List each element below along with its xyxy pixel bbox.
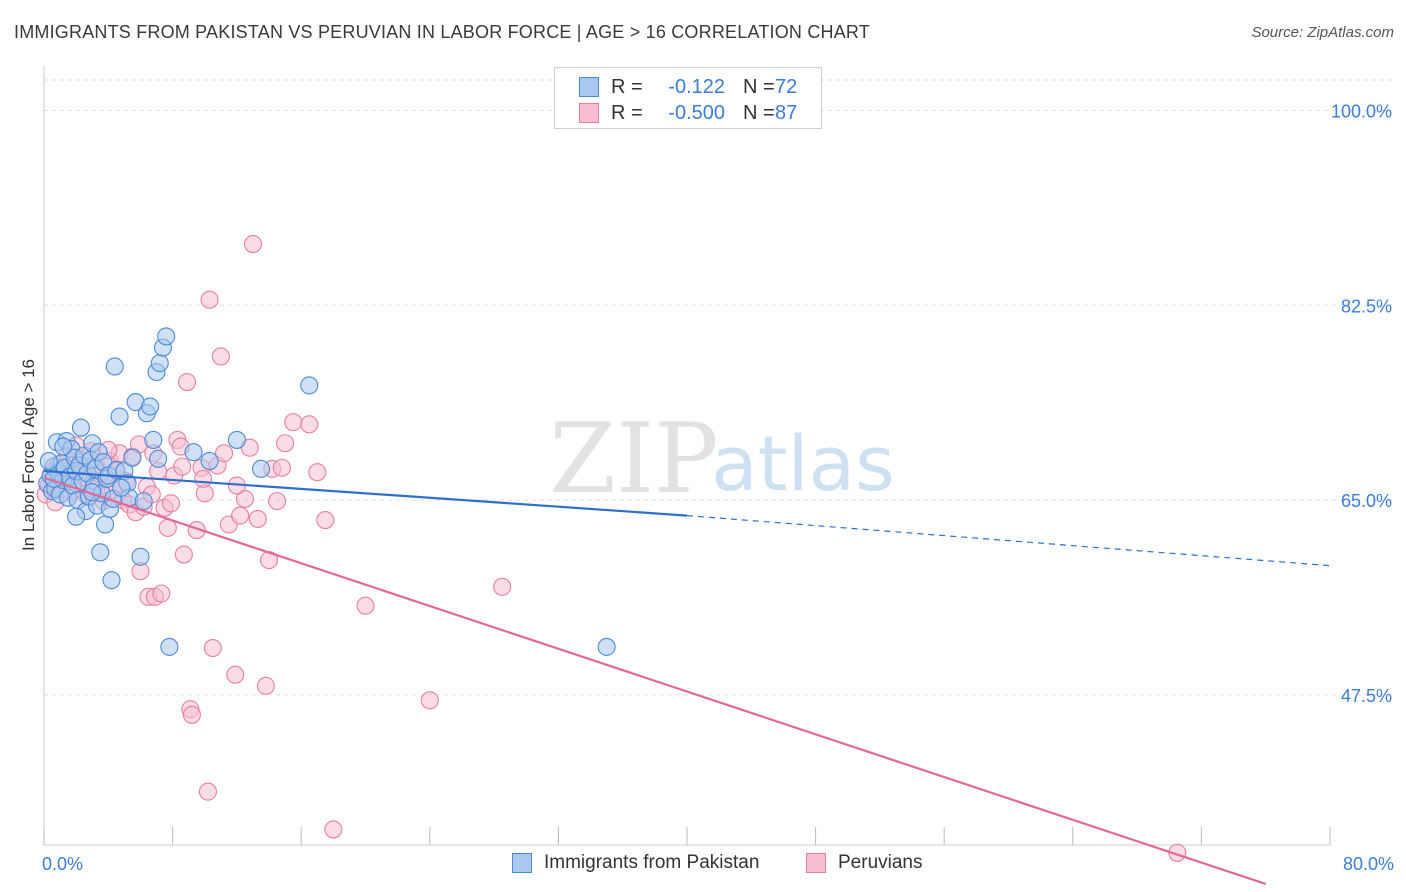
peruvian-point [356, 596, 375, 615]
peruvian-point [182, 705, 201, 724]
gridlines [44, 79, 1394, 696]
peruvian-point [194, 469, 213, 488]
pakistan-point [123, 448, 142, 467]
x-tick-label-min: 0.0% [42, 854, 83, 874]
pakistan-swatch [579, 77, 599, 97]
pakistan-r-value: -0.122 [668, 75, 725, 98]
legend-item-peruvian[interactable]: Peruvians [806, 852, 923, 874]
peruvian-point [214, 444, 234, 463]
pakistan-point [227, 430, 246, 449]
peruvian-point [226, 665, 245, 684]
peruvian-points [36, 235, 1187, 862]
peruvian-point [235, 489, 254, 508]
pakistan-point [184, 443, 203, 462]
peruvian-point [316, 510, 335, 530]
pakistan-n-value: 72 [775, 75, 798, 98]
peruvian-point [268, 492, 287, 511]
pakistan-trend-line [43, 469, 688, 517]
peruvian-point [198, 782, 218, 801]
watermark-zip: ZIP [549, 403, 718, 515]
peruvian-point [173, 457, 192, 476]
n-label: N = [743, 75, 775, 98]
pakistan-point [597, 637, 616, 656]
pakistan-legend-swatch [512, 853, 532, 873]
correlation-legend: R = -0.122 N = 72 R = -0.500 N = 87 [554, 67, 822, 129]
peruvian-point [308, 463, 327, 482]
pakistan-point [200, 452, 219, 471]
peruvian-point [300, 415, 319, 434]
peruvian-r-value: -0.500 [668, 101, 725, 124]
legend-row-pakistan: R = -0.122 N = 72 [579, 75, 797, 99]
peruvian-legend-label: Peruvians [838, 852, 923, 873]
chart-title: IMMIGRANTS FROM PAKISTAN VS PERUVIAN IN … [14, 22, 870, 42]
pakistan-point [251, 459, 271, 478]
trend-lines [43, 469, 1331, 885]
n-label: N = [743, 101, 775, 124]
watermark-atlas: atlas [711, 419, 895, 508]
pakistan-point [39, 452, 58, 471]
pakistan-point [112, 478, 131, 497]
y-axis-label: In Labor Force | Age > 16 [19, 359, 38, 551]
pakistan-point [144, 430, 163, 449]
peruvian-point [200, 290, 219, 309]
r-label: R = [611, 101, 643, 124]
legend-row-peruvian: R = -0.500 N = 87 [579, 101, 797, 125]
axes [43, 66, 1331, 846]
pakistan-point [149, 449, 168, 468]
peruvian-swatch [579, 103, 599, 123]
peruvian-point [276, 434, 295, 453]
y-tick-label: 82.5% [1341, 296, 1392, 316]
pakistan-point [102, 571, 121, 590]
pakistan-legend-label: Immigrants from Pakistan [544, 852, 760, 873]
peruvian-point [203, 638, 222, 658]
pakistan-point [134, 492, 153, 511]
peruvian-point [231, 506, 250, 525]
pakistan-point [300, 376, 319, 395]
pakistan-point [54, 437, 73, 456]
peruvian-point [174, 545, 193, 564]
tick-labels: 47.5% 65.0% 82.5% 100.0% 0.0% 80.0% [42, 102, 1394, 874]
peruvian-point [324, 820, 343, 839]
peruvian-legend-swatch [806, 853, 826, 873]
pakistan-points [38, 327, 616, 656]
peruvian-n-value: 87 [775, 101, 798, 124]
peruvian-point [248, 509, 267, 528]
source-label: Source: ZipAtlas.com [1251, 24, 1394, 41]
pakistan-point [141, 397, 160, 416]
pakistan-trend-extension [686, 514, 1331, 567]
pakistan-point [91, 543, 110, 562]
peruvian-point [256, 676, 275, 695]
peruvian-point [187, 521, 206, 540]
peruvian-point [493, 577, 512, 596]
pakistan-point [131, 547, 150, 566]
pakistan-point [96, 515, 115, 534]
peruvian-point [152, 584, 171, 603]
peruvian-point [161, 494, 181, 513]
peruvian-point [272, 458, 291, 477]
peruvian-trend-line [43, 476, 1267, 885]
pakistan-point [110, 407, 129, 426]
peruvian-point [243, 235, 263, 254]
peruvian-point [211, 347, 230, 366]
pakistan-point [150, 354, 169, 373]
peruvian-point [284, 413, 303, 432]
y-tick-label: 65.0% [1341, 491, 1392, 511]
peruvian-point [420, 691, 439, 710]
pakistan-point [105, 357, 124, 376]
legend-item-pakistan[interactable]: Immigrants from Pakistan [512, 852, 759, 874]
y-tick-label: 100.0% [1331, 102, 1392, 122]
pakistan-point [83, 483, 102, 502]
peruvian-point [178, 373, 197, 392]
pakistan-point [71, 418, 91, 437]
y-tick-label: 47.5% [1341, 686, 1392, 706]
pakistan-point [67, 507, 86, 526]
pakistan-point [160, 637, 179, 656]
pakistan-point [157, 327, 176, 346]
x-tick-label-max: 80.0% [1343, 854, 1394, 874]
r-label: R = [611, 75, 643, 98]
